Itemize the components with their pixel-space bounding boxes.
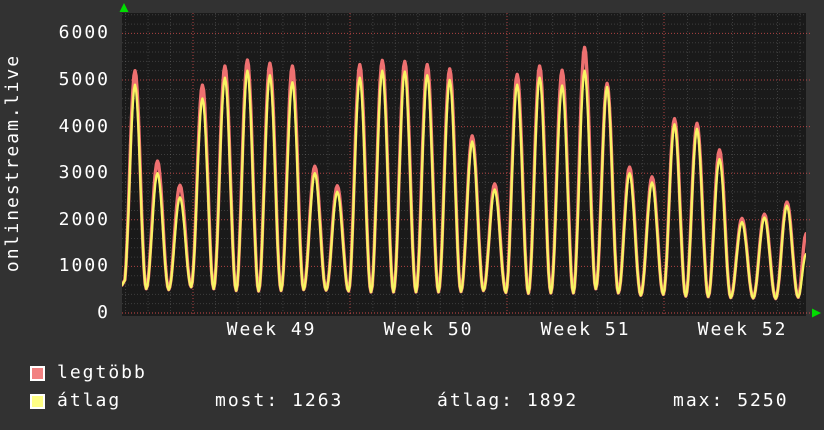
y-tick-label-6000: 6000	[58, 22, 110, 44]
stat-atlag-value: 1892	[526, 390, 579, 411]
x-tick-label-week: Week 49	[226, 319, 317, 340]
y-tick-label-5000: 5000	[58, 69, 110, 90]
stat-atlag: átlag: 1892	[437, 391, 578, 411]
y-tick-label-2000: 2000	[58, 208, 110, 230]
stat-max-value: 5250	[737, 390, 789, 411]
x-axis-arrow-icon	[812, 308, 821, 318]
x-tick-label-week: Week 52	[697, 319, 788, 340]
y-axis-arrow-icon	[119, 3, 129, 12]
legend-swatch-legtobb	[30, 366, 45, 381]
stat-most-value: 1263	[292, 390, 344, 411]
y-tick-label-1000: 1000	[58, 255, 110, 277]
legend-swatch-atlag	[30, 394, 45, 409]
stat-max: max: 5250	[673, 391, 789, 411]
x-tick-label-week: Week 50	[383, 319, 474, 340]
legend-label-atlag: átlag	[57, 390, 122, 411]
y-tick-label-3000: 3000	[58, 162, 110, 184]
stat-max-label: max:	[673, 390, 725, 411]
stat-most: most: 1263	[215, 391, 343, 411]
y-tick-label-0: 0	[97, 302, 110, 323]
series-line-atlag	[122, 69, 806, 300]
legend-label-legtobb: legtöbb	[57, 362, 147, 383]
stat-most-label: most:	[215, 390, 280, 411]
y-tick-label-4000: 4000	[58, 115, 110, 137]
stat-atlag-label: átlag:	[437, 390, 515, 411]
x-tick-label-week: Week 51	[540, 319, 631, 340]
